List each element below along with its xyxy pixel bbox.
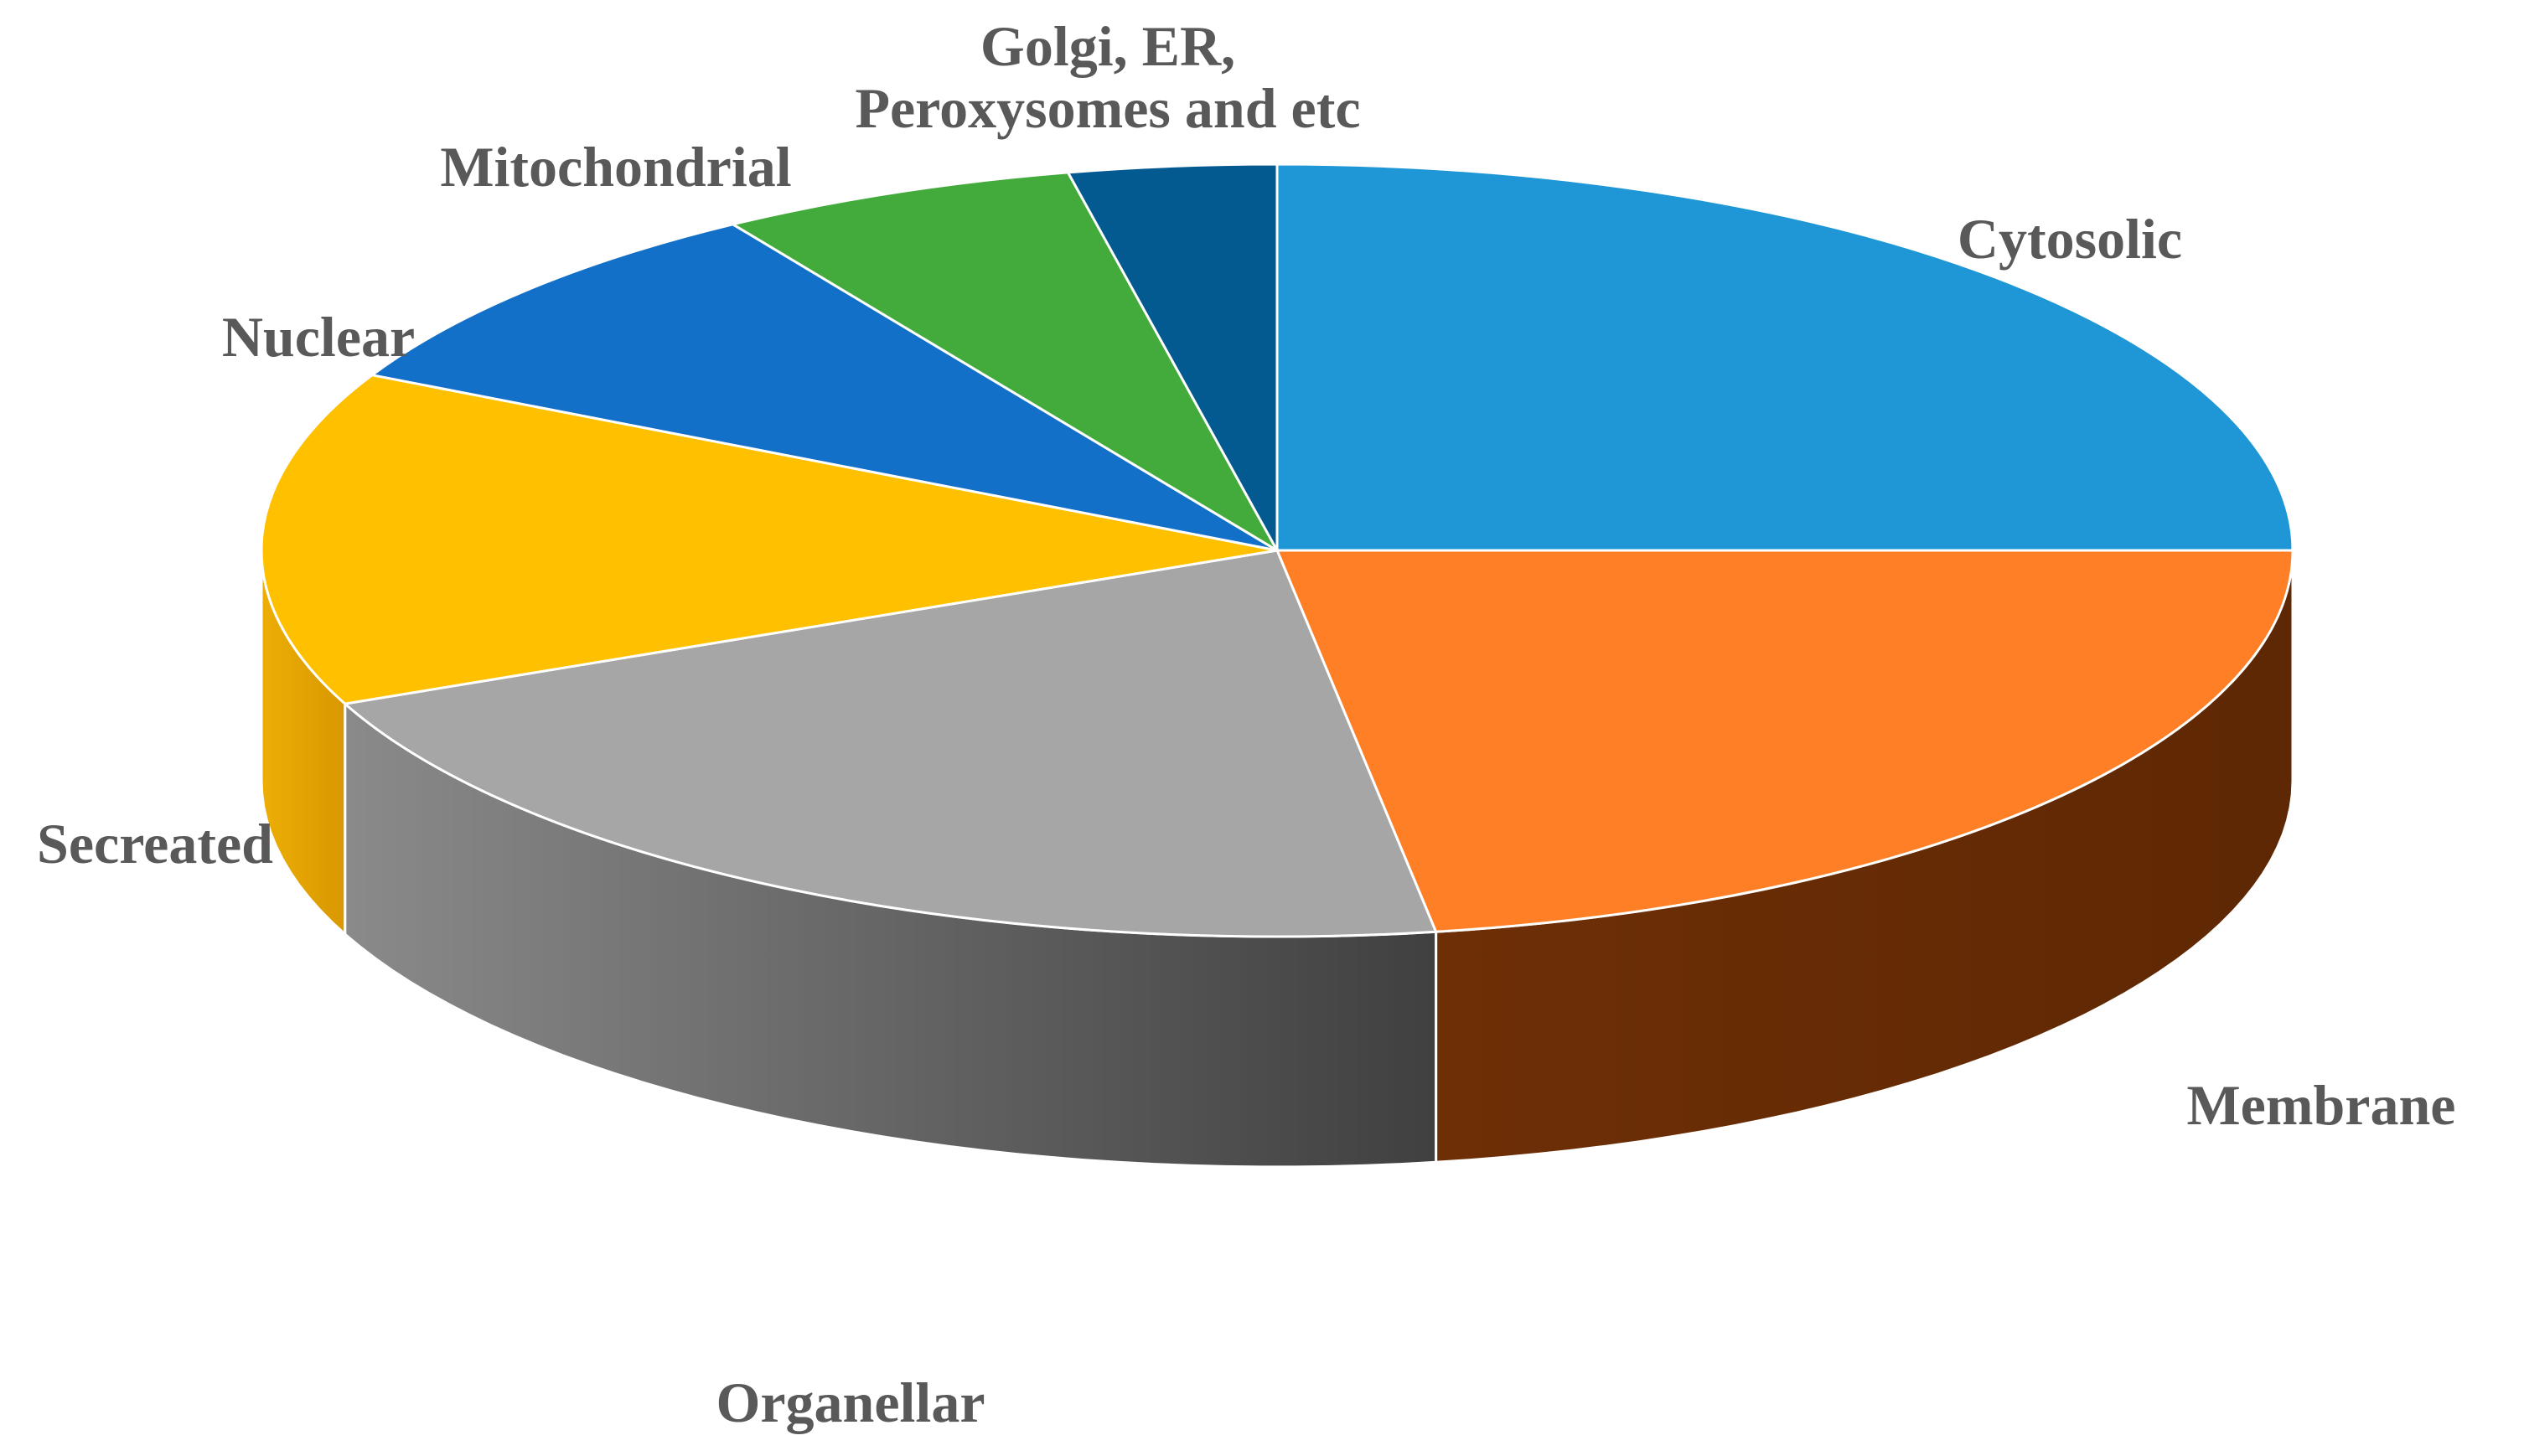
- label-membrane: Membrane: [2186, 1073, 2455, 1137]
- label-cytosolic: Cytosolic: [1958, 207, 2182, 271]
- pie-slice-cytosolic: [1275, 163, 2294, 552]
- label-organellar: Organellar: [716, 1371, 985, 1434]
- pie-labels: Cytosolic Membrane Organellar Secreated Nucl…: [37, 14, 2455, 1434]
- pie-slices: [260, 163, 2294, 938]
- label-mitochondrial: Mitochondrial: [440, 135, 791, 199]
- pie-slice-membrane: [1275, 549, 2294, 933]
- label-nuclear: Nuclear: [222, 305, 415, 369]
- label-secreated: Secreated: [37, 812, 273, 875]
- pie-slice-golgi: [1067, 163, 1279, 552]
- pie-slice-mitochondrial: [732, 171, 1279, 552]
- pie-slice-organellar: [344, 549, 1438, 938]
- pie-slice-nuclear: [370, 223, 1279, 552]
- label-golgi: Golgi, ER, Peroxysomes and etc: [855, 14, 1360, 140]
- pie-slice-secreated: [260, 374, 1279, 705]
